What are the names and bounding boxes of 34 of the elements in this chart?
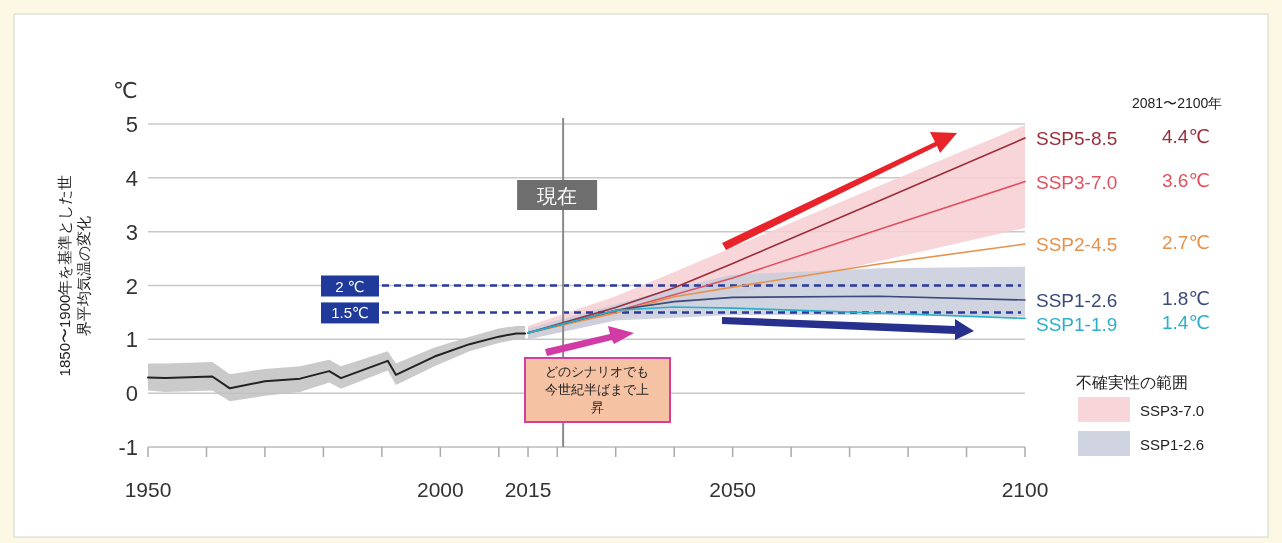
x-tick-label: 2050 <box>709 478 757 501</box>
series-label: SSP1-1.9 <box>1036 314 1118 336</box>
text: 2081〜2100年 <box>1132 95 1223 111</box>
legend-title: 不確実性の範囲 <box>1076 374 1188 391</box>
text: SSP1-2.6 <box>1140 436 1205 453</box>
x-tick-label: 1950 <box>124 478 172 501</box>
line-series <box>527 306 1026 334</box>
y-axis-title: 1850〜1900年を基準とした世界平均気温の変化 <box>56 174 92 377</box>
x-tick-label: 2000 <box>416 478 464 501</box>
ref-line-label: 1.5℃ <box>331 304 369 322</box>
text: ℃ <box>113 78 138 103</box>
annotation: どのシナリオでも今世紀半ばまで上昇 <box>545 364 649 415</box>
y-tick-label: 2 <box>125 273 138 299</box>
series-label: SSP2-4.5 <box>1036 234 1118 256</box>
text: 4.4℃ <box>1162 126 1210 147</box>
series-label: SSP1-2.6 <box>1036 290 1118 312</box>
line-series <box>147 332 527 390</box>
series-label: SSP3-7.0 <box>1036 171 1118 193</box>
text: 3.6℃ <box>1162 169 1210 191</box>
ref-line-label: 現在 <box>537 185 578 207</box>
y-tick-label: 5 <box>125 112 138 137</box>
ref-line-label: 2 ℃ <box>335 277 365 295</box>
x-tick-label: 2100 <box>1001 478 1049 501</box>
x-tick-label: 2015 <box>504 478 552 501</box>
y-tick-label: 3 <box>125 219 138 245</box>
text: 1.8℃ <box>1162 288 1210 310</box>
text: 1.4℃ <box>1162 312 1210 334</box>
text: 2.7℃ <box>1162 232 1210 254</box>
y-tick-label: 4 <box>125 165 138 191</box>
text: SSP3-7.0 <box>1140 402 1205 419</box>
series-label: SSP5-8.5 <box>1036 128 1118 149</box>
y-tick-label: 0 <box>125 381 138 407</box>
y-tick-label: -1 <box>118 435 138 460</box>
y-tick-label: 1 <box>125 327 138 353</box>
